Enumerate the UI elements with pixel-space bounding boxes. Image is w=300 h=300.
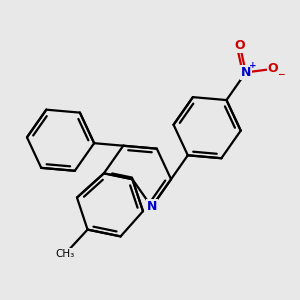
Text: CH₃: CH₃ [55, 249, 74, 259]
Text: −: − [277, 70, 284, 80]
Text: O: O [235, 39, 245, 52]
Text: N: N [241, 66, 251, 79]
Text: O: O [268, 62, 278, 75]
Text: +: + [249, 61, 257, 70]
Text: N: N [146, 200, 157, 213]
